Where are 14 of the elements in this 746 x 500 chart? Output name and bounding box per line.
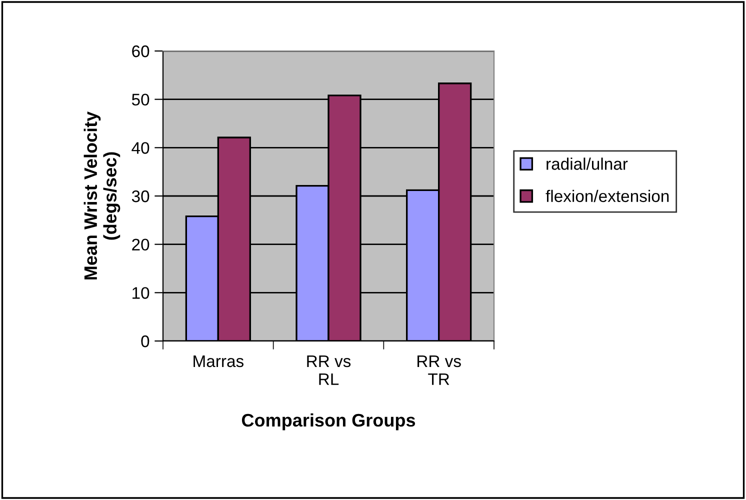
y-tick-label: 0 <box>141 335 150 348</box>
legend-label: flexion/extension <box>546 190 669 202</box>
y-tick-label: 30 <box>132 190 150 202</box>
y-tick-label: 20 <box>132 238 150 251</box>
legend-label: radial/ulnar <box>546 158 628 170</box>
x-tick-label: RR vs RL <box>307 356 351 385</box>
y-axis-title: Mean Wrist Velocity (degs/sec) <box>84 111 120 280</box>
y-tick-label: 60 <box>132 45 150 58</box>
y-tick-label: 10 <box>132 287 150 299</box>
x-axis-title: Comparison Groups <box>242 413 416 430</box>
x-tick-label: Marras <box>194 356 244 368</box>
y-tick-label: 40 <box>132 142 150 154</box>
x-tick-label: RR vs TR <box>418 356 461 385</box>
y-tick-label: 50 <box>132 94 150 106</box>
